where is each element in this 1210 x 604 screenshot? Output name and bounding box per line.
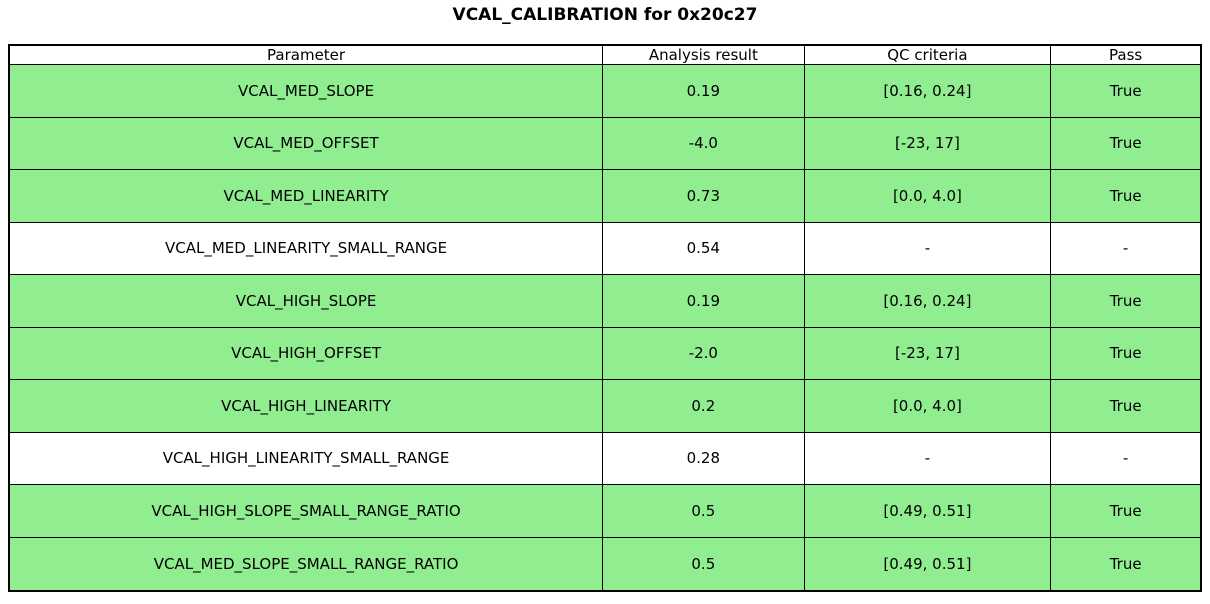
- pass-cell: -: [1050, 431, 1202, 485]
- pass-cell: -: [1050, 221, 1202, 275]
- criteria-cell: [0.16, 0.24]: [803, 274, 1052, 328]
- table-row: VCAL_HIGH_LINEARITY_SMALL_RANGE 0.28 - -: [8, 431, 1202, 485]
- result-cell: 0.54: [602, 221, 805, 275]
- column-header-parameter: Parameter: [8, 44, 604, 65]
- table-row: VCAL_HIGH_SLOPE_SMALL_RANGE_RATIO 0.5 [0…: [8, 484, 1202, 538]
- result-cell: 0.19: [602, 274, 805, 328]
- header-row: Parameter Analysis result QC criteria Pa…: [8, 44, 1202, 65]
- column-header-pass: Pass: [1050, 44, 1202, 65]
- pass-cell: True: [1050, 64, 1202, 118]
- column-header-analysis-result: Analysis result: [602, 44, 805, 65]
- pass-cell: True: [1050, 536, 1202, 592]
- pass-cell: True: [1050, 169, 1202, 223]
- table-row: VCAL_MED_LINEARITY_SMALL_RANGE 0.54 - -: [8, 221, 1202, 275]
- result-cell: 0.2: [602, 379, 805, 433]
- criteria-cell: -: [803, 431, 1052, 485]
- parameter-cell: VCAL_MED_LINEARITY: [8, 169, 604, 223]
- criteria-cell: [0.16, 0.24]: [803, 64, 1052, 118]
- qc-results-table: Parameter Analysis result QC criteria Pa…: [8, 44, 1202, 592]
- parameter-cell: VCAL_HIGH_OFFSET: [8, 326, 604, 380]
- pass-cell: True: [1050, 274, 1202, 328]
- parameter-cell: VCAL_MED_SLOPE: [8, 64, 604, 118]
- result-cell: 0.73: [602, 169, 805, 223]
- parameter-cell: VCAL_HIGH_LINEARITY_SMALL_RANGE: [8, 431, 604, 485]
- result-cell: -2.0: [602, 326, 805, 380]
- table-row: VCAL_MED_OFFSET -4.0 [-23, 17] True: [8, 116, 1202, 170]
- table-row: VCAL_MED_SLOPE 0.19 [0.16, 0.24] True: [8, 64, 1202, 118]
- criteria-cell: [-23, 17]: [803, 326, 1052, 380]
- result-cell: 0.5: [602, 484, 805, 538]
- table-row: VCAL_MED_SLOPE_SMALL_RANGE_RATIO 0.5 [0.…: [8, 536, 1202, 592]
- parameter-cell: VCAL_MED_SLOPE_SMALL_RANGE_RATIO: [8, 536, 604, 592]
- table-row: VCAL_HIGH_LINEARITY 0.2 [0.0, 4.0] True: [8, 379, 1202, 433]
- criteria-cell: [0.49, 0.51]: [803, 536, 1052, 592]
- result-cell: -4.0: [602, 116, 805, 170]
- result-cell: 0.5: [602, 536, 805, 592]
- criteria-cell: [-23, 17]: [803, 116, 1052, 170]
- table-row: VCAL_HIGH_SLOPE 0.19 [0.16, 0.24] True: [8, 274, 1202, 328]
- table-row: VCAL_MED_LINEARITY 0.73 [0.0, 4.0] True: [8, 169, 1202, 223]
- criteria-cell: [0.49, 0.51]: [803, 484, 1052, 538]
- criteria-cell: [0.0, 4.0]: [803, 379, 1052, 433]
- chart-title: VCAL_CALIBRATION for 0x20c27: [452, 5, 758, 25]
- column-header-qc-criteria: QC criteria: [803, 44, 1052, 65]
- parameter-cell: VCAL_HIGH_SLOPE: [8, 274, 604, 328]
- parameter-cell: VCAL_HIGH_LINEARITY: [8, 379, 604, 433]
- pass-cell: True: [1050, 116, 1202, 170]
- criteria-cell: -: [803, 221, 1052, 275]
- pass-cell: True: [1050, 326, 1202, 380]
- parameter-cell: VCAL_MED_LINEARITY_SMALL_RANGE: [8, 221, 604, 275]
- table-row: VCAL_HIGH_OFFSET -2.0 [-23, 17] True: [8, 326, 1202, 380]
- parameter-cell: VCAL_MED_OFFSET: [8, 116, 604, 170]
- result-cell: 0.28: [602, 431, 805, 485]
- result-cell: 0.19: [602, 64, 805, 118]
- criteria-cell: [0.0, 4.0]: [803, 169, 1052, 223]
- qc-table-container: Parameter Analysis result QC criteria Pa…: [8, 44, 1202, 592]
- pass-cell: True: [1050, 379, 1202, 433]
- pass-cell: True: [1050, 484, 1202, 538]
- parameter-cell: VCAL_HIGH_SLOPE_SMALL_RANGE_RATIO: [8, 484, 604, 538]
